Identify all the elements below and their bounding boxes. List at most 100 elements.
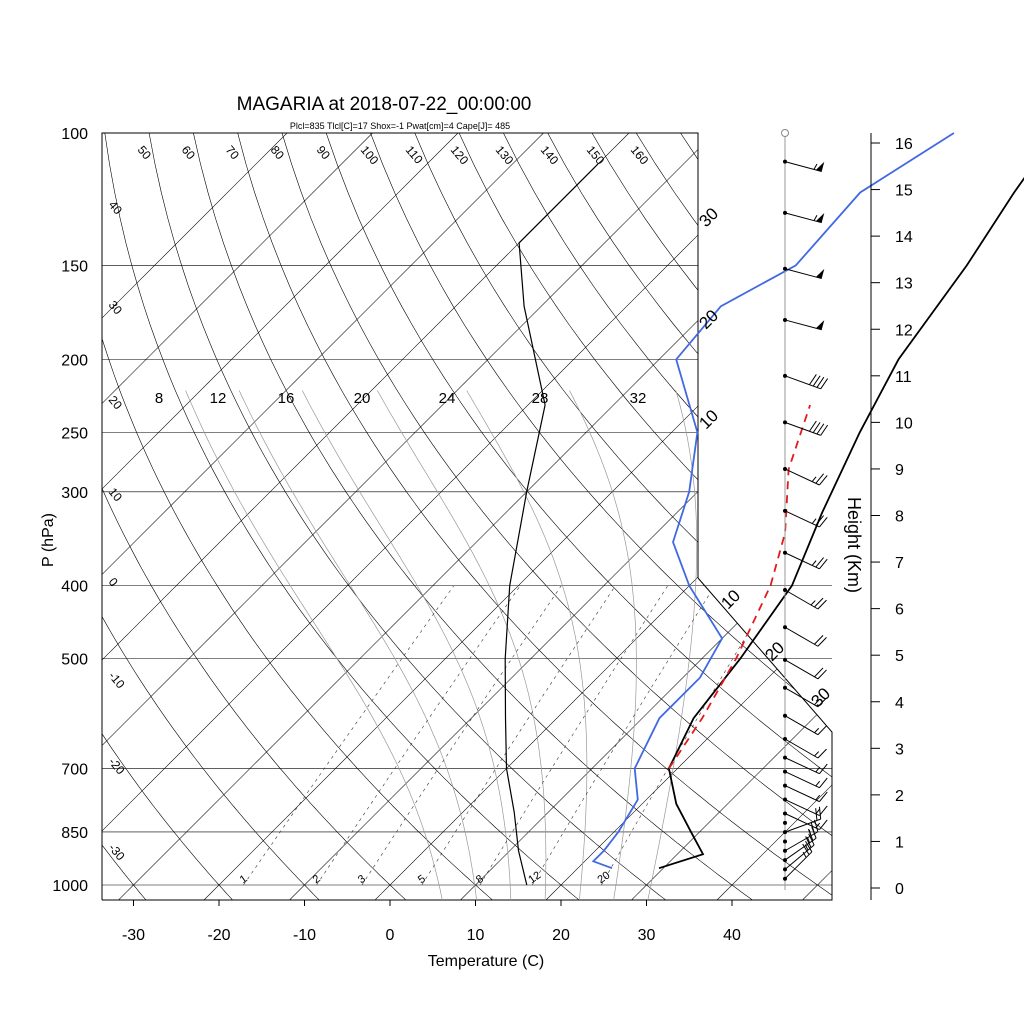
x-tick-label: 10 bbox=[467, 927, 485, 944]
barb-pennant bbox=[815, 213, 825, 223]
mixing-ratio-label: 1 bbox=[238, 873, 250, 886]
barb-half-flag bbox=[811, 476, 817, 482]
isotherm-line bbox=[102, 133, 544, 900]
barb-flag bbox=[812, 422, 821, 433]
mixing-ratio-label: 8 bbox=[474, 873, 486, 886]
moist-adiabat-label: 16 bbox=[278, 390, 295, 407]
barb-flag bbox=[805, 836, 812, 848]
barb-shaft bbox=[784, 715, 819, 736]
dry-adiabat-line bbox=[325, 133, 832, 900]
temperature-line bbox=[658, 177, 1024, 870]
plot-frame bbox=[101, 132, 833, 901]
barb-flag bbox=[819, 516, 828, 528]
moist-adiabat-line bbox=[647, 390, 698, 900]
barb-flag bbox=[816, 423, 825, 435]
barb-pennant bbox=[815, 268, 825, 279]
isotherm-line bbox=[102, 133, 801, 900]
dry-adiabat-line bbox=[193, 133, 754, 900]
barb-shaft bbox=[784, 212, 822, 224]
barb-half-flag bbox=[814, 751, 820, 757]
dry-adiabat-line bbox=[102, 133, 494, 900]
moist-adiabat-label: 32 bbox=[630, 390, 647, 407]
dry-adiabat-line bbox=[902, 133, 1024, 901]
barb-flag bbox=[805, 840, 813, 853]
wind-barb bbox=[784, 757, 828, 775]
wind-barb bbox=[784, 510, 828, 528]
y-tick-label: 300 bbox=[61, 485, 88, 502]
wind-barb bbox=[784, 420, 829, 436]
x-tick-label: 0 bbox=[386, 927, 395, 944]
y-tick-label: 150 bbox=[61, 258, 88, 275]
isotherm-label: 10 bbox=[717, 586, 744, 613]
barb-half-flag bbox=[811, 518, 817, 524]
barb-flag bbox=[820, 424, 829, 436]
barb-half-flag bbox=[804, 844, 809, 851]
isotherm-line bbox=[117, 133, 832, 900]
dewpoint-line bbox=[591, 132, 955, 870]
wind-barb bbox=[784, 771, 828, 789]
moist-adiabat-line bbox=[466, 390, 588, 900]
barb-half-flag bbox=[814, 699, 820, 706]
x-tick-label: 20 bbox=[552, 927, 570, 944]
y-tick-label: 700 bbox=[61, 762, 88, 779]
mixing-ratio-label: 3 bbox=[356, 873, 368, 886]
wind-barb bbox=[784, 626, 827, 647]
height-tick-label: 0 bbox=[895, 881, 904, 898]
barb-shaft bbox=[784, 757, 820, 775]
dry-adiabat-line bbox=[102, 133, 147, 900]
x-axis-label: Temperature (C) bbox=[428, 953, 544, 970]
barb-flag bbox=[819, 819, 828, 830]
barb-flag bbox=[817, 599, 827, 610]
isotherm-line bbox=[102, 133, 288, 900]
y-tick-label: 100 bbox=[61, 126, 88, 143]
wind-barb bbox=[784, 813, 828, 831]
barb-shaft bbox=[784, 161, 822, 172]
barb-flag bbox=[818, 806, 822, 820]
barb-flag bbox=[814, 819, 819, 832]
height-tick-label: 5 bbox=[895, 648, 904, 665]
barb-flag bbox=[817, 669, 827, 680]
barb-shaft bbox=[784, 831, 819, 852]
wind-barb bbox=[784, 806, 822, 833]
dry-adiabat-label: 150 bbox=[584, 143, 608, 168]
height-tick-label: 16 bbox=[895, 136, 913, 153]
height-tick-label: 6 bbox=[895, 602, 904, 619]
barb-flag bbox=[809, 374, 817, 385]
dry-adiabat-line bbox=[148, 133, 668, 900]
wind-barb bbox=[784, 799, 828, 817]
barb-shaft bbox=[784, 589, 819, 610]
barb-flag bbox=[811, 826, 817, 839]
barb-shaft bbox=[784, 837, 817, 861]
dry-adiabats bbox=[102, 133, 1024, 901]
isotherm-line bbox=[102, 133, 459, 900]
wind-barb bbox=[784, 738, 827, 759]
dry-adiabat-line bbox=[635, 133, 832, 900]
isotherm-line bbox=[373, 133, 832, 900]
height-tick-label: 9 bbox=[895, 462, 904, 479]
chart-title: MAGARIA at 2018-07-22_00:00:00 bbox=[237, 94, 532, 115]
wind-barb bbox=[784, 826, 817, 861]
moist-adiabat-line bbox=[376, 390, 547, 900]
barb-flag bbox=[819, 475, 828, 486]
barb-flag bbox=[815, 557, 824, 568]
dry-adiabat-label: 140 bbox=[538, 143, 562, 168]
wind-barb bbox=[784, 268, 825, 280]
height-tick-label: 8 bbox=[895, 509, 904, 526]
height-tick-label: 2 bbox=[895, 788, 904, 805]
wind-barb bbox=[784, 212, 825, 224]
barb-shaft bbox=[784, 268, 822, 280]
moist-adiabat-label: 12 bbox=[210, 390, 227, 407]
parcel-line bbox=[668, 404, 811, 769]
isotherms bbox=[102, 133, 832, 900]
barb-shaft bbox=[784, 785, 820, 803]
mixing-ratio-label: 2 bbox=[311, 873, 323, 886]
wind-barb bbox=[784, 659, 827, 680]
height-tick-label: 12 bbox=[895, 322, 913, 339]
dry-adiabat-label: 60 bbox=[179, 143, 199, 162]
dry-adiabat-label: 90 bbox=[314, 143, 334, 162]
dry-adiabat-line bbox=[503, 133, 832, 900]
dry-adiabat-label: 160 bbox=[628, 143, 652, 168]
barb-flag bbox=[817, 725, 827, 736]
dry-adiabat-label: 70 bbox=[223, 143, 243, 162]
